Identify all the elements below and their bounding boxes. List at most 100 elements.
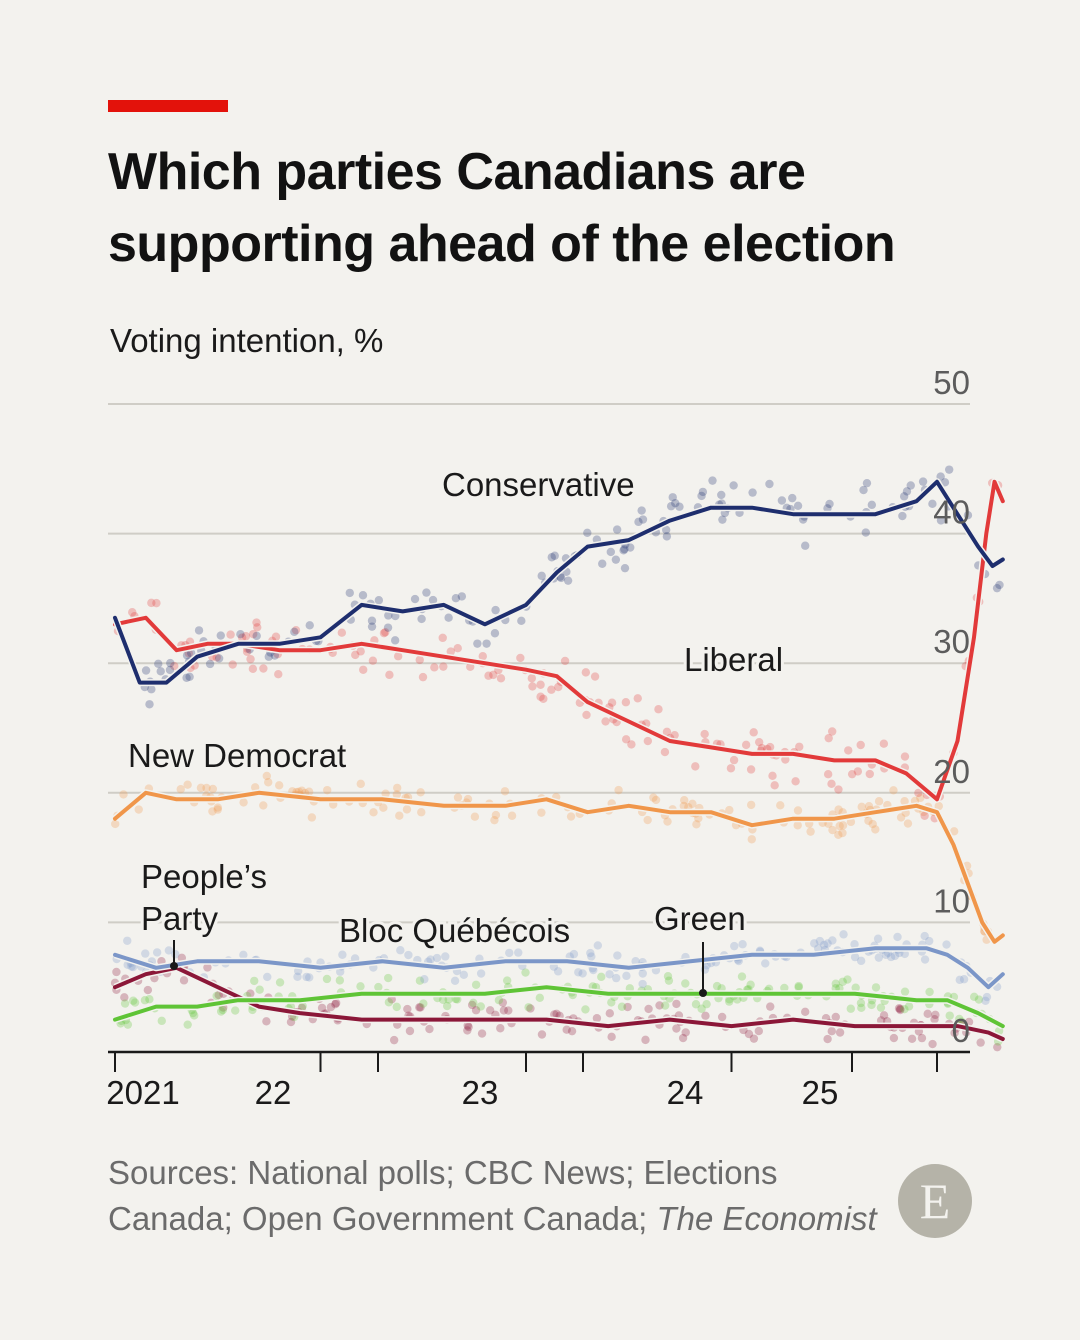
poll-dot bbox=[416, 788, 425, 797]
poll-dot bbox=[900, 1004, 909, 1014]
series-line-bloc-qu-b-cois bbox=[113, 946, 1005, 990]
y-tick-40: 40 bbox=[933, 494, 970, 531]
poll-dot bbox=[337, 628, 347, 637]
poll-dot bbox=[392, 1002, 401, 1012]
poll-dot bbox=[643, 815, 652, 825]
poll-dot bbox=[738, 940, 747, 949]
poll-dot bbox=[275, 978, 285, 987]
poll-dot bbox=[925, 936, 934, 946]
poll-dot bbox=[700, 729, 709, 739]
poll-dot bbox=[587, 952, 596, 961]
poll-dot bbox=[469, 998, 478, 1008]
series-line-green bbox=[113, 985, 1005, 1029]
poll-dot bbox=[379, 803, 388, 812]
poll-dot bbox=[286, 1017, 296, 1027]
poll-dot bbox=[976, 1038, 985, 1047]
poll-dot bbox=[345, 588, 354, 598]
poll-dot bbox=[415, 655, 424, 665]
poll-dot bbox=[127, 962, 136, 971]
poll-dot bbox=[861, 528, 871, 537]
poll-dot bbox=[317, 1003, 327, 1013]
poll-dot bbox=[491, 605, 500, 615]
poll-dot bbox=[843, 975, 852, 984]
poll-dot bbox=[834, 830, 843, 840]
source-italic: The Economist bbox=[656, 1200, 877, 1237]
poll-dot bbox=[680, 796, 689, 805]
poll-dot bbox=[746, 980, 755, 989]
poll-dot bbox=[725, 995, 734, 1004]
poll-dot bbox=[226, 630, 235, 639]
poll-dot bbox=[417, 808, 426, 817]
poll-dot bbox=[791, 777, 800, 786]
poll-dot bbox=[839, 930, 848, 939]
poll-dot bbox=[801, 541, 810, 550]
poll-dot bbox=[239, 950, 248, 960]
poll-dot bbox=[823, 1034, 832, 1044]
poll-dot bbox=[196, 783, 206, 793]
poll-dot bbox=[390, 636, 400, 645]
poll-dot bbox=[478, 652, 487, 661]
poll-dot bbox=[383, 623, 393, 632]
poll-dot bbox=[666, 502, 676, 511]
poll-dot bbox=[189, 1011, 199, 1020]
poll-dot bbox=[581, 1005, 590, 1014]
poll-dot bbox=[491, 810, 501, 820]
poll-dot bbox=[876, 1016, 886, 1025]
poll-dot bbox=[992, 583, 1002, 593]
poll-dot bbox=[216, 631, 225, 640]
poll-dot bbox=[949, 827, 959, 836]
poll-dot bbox=[152, 948, 162, 957]
poll-dot bbox=[359, 665, 368, 674]
poll-dot bbox=[516, 653, 525, 663]
poll-dot bbox=[627, 740, 636, 749]
poll-dot bbox=[331, 999, 340, 1009]
poll-dot bbox=[898, 511, 907, 521]
poll-dot bbox=[697, 1004, 706, 1013]
poll-dot bbox=[574, 968, 583, 977]
poll-dot bbox=[502, 976, 512, 985]
poll-dot bbox=[182, 651, 192, 660]
poll-dot bbox=[430, 663, 439, 672]
poll-dot bbox=[614, 785, 623, 795]
poll-dot bbox=[250, 976, 259, 986]
poll-dot bbox=[917, 1033, 927, 1043]
poll-dot bbox=[749, 728, 758, 737]
poll-dot bbox=[560, 656, 570, 666]
poll-dot bbox=[473, 639, 482, 648]
poll-dot bbox=[741, 740, 751, 750]
poll-dot bbox=[754, 1026, 764, 1036]
poll-dot bbox=[242, 647, 252, 657]
poll-dot bbox=[810, 939, 819, 948]
poll-dot bbox=[631, 957, 640, 966]
poll-dot bbox=[761, 959, 770, 968]
poll-dot bbox=[482, 639, 491, 648]
poll-dot bbox=[290, 627, 299, 637]
poll-dot bbox=[879, 739, 889, 748]
poll-dot bbox=[444, 995, 453, 1004]
poll-dot bbox=[793, 501, 803, 510]
poll-dot bbox=[428, 595, 438, 605]
poll-dot bbox=[794, 983, 803, 992]
poll-dot bbox=[806, 827, 815, 836]
poll-dot bbox=[613, 951, 622, 960]
poll-dot bbox=[889, 1033, 899, 1043]
poll-dot bbox=[147, 685, 156, 694]
poll-dot bbox=[717, 1012, 727, 1022]
poll-dot bbox=[605, 970, 614, 979]
poll-dot bbox=[788, 493, 797, 503]
poll-dot bbox=[259, 801, 268, 810]
y-tick-0: 0 bbox=[952, 1012, 970, 1049]
poll-dot bbox=[216, 1007, 226, 1016]
poll-dot bbox=[592, 1014, 602, 1023]
poll-dot bbox=[607, 1032, 616, 1042]
poll-dot bbox=[879, 1011, 889, 1020]
poll-dot bbox=[323, 785, 332, 795]
poll-dot bbox=[179, 976, 189, 985]
poll-dot bbox=[374, 982, 383, 992]
poll-dot bbox=[835, 1028, 845, 1037]
poll-dot bbox=[463, 794, 473, 804]
poll-dot bbox=[634, 517, 643, 527]
poll-dot bbox=[141, 666, 151, 675]
poll-dot bbox=[896, 1004, 905, 1013]
y-axis-label: Voting intention, % bbox=[110, 322, 384, 359]
